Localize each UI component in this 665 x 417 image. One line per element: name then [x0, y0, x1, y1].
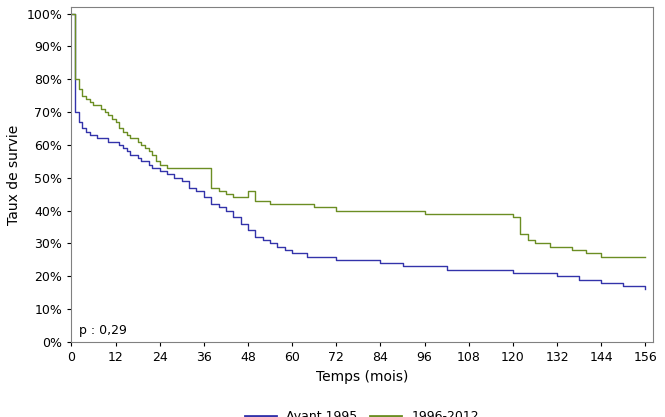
1996-2012 — [443, 211, 451, 216]
Y-axis label: Taux de survie: Taux de survie — [7, 124, 21, 225]
1996-2012 — [597, 254, 605, 259]
1996-2012 — [170, 166, 178, 171]
1996-2012 — [67, 11, 75, 16]
1996-2012 — [141, 146, 149, 151]
1996-2012 — [568, 247, 576, 252]
Avant 1995 — [137, 159, 145, 164]
Line: Avant 1995: Avant 1995 — [71, 13, 645, 289]
1996-2012 — [86, 100, 94, 105]
Text: p : 0,29: p : 0,29 — [78, 324, 126, 337]
1996-2012 — [126, 136, 134, 141]
X-axis label: Temps (mois): Temps (mois) — [316, 369, 408, 384]
Avant 1995 — [619, 284, 627, 289]
Legend: Avant 1995, 1996-2012: Avant 1995, 1996-2012 — [240, 405, 484, 417]
Avant 1995 — [281, 247, 289, 252]
Avant 1995 — [192, 188, 200, 193]
Avant 1995 — [178, 178, 186, 183]
Avant 1995 — [641, 287, 649, 292]
1996-2012 — [641, 254, 649, 259]
Avant 1995 — [67, 11, 75, 16]
Avant 1995 — [130, 152, 138, 157]
Line: 1996-2012: 1996-2012 — [71, 13, 645, 256]
